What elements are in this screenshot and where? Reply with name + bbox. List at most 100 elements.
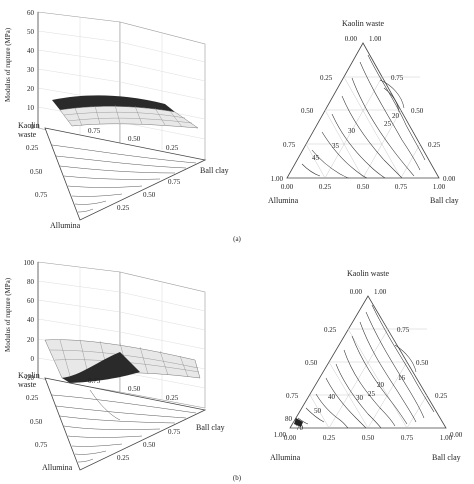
panel-a-left-tick-075: 0.75 bbox=[35, 191, 48, 199]
panel-b-contour-label-80: 80 bbox=[285, 415, 293, 423]
panel-a-z-axis-label: Modulus of rupture (MPa) bbox=[4, 27, 12, 102]
panel-a-ternary-apex-left: 0.00 bbox=[345, 35, 358, 43]
panel-b-floor-contours bbox=[51, 389, 197, 463]
panel-a-ballclay-label: Ball clay bbox=[200, 166, 229, 175]
panel-b-contour-label-70: 70 bbox=[296, 424, 304, 432]
panel-a-ternary-allumina-label: Allumina bbox=[268, 196, 299, 205]
panel-a-left-tick-050: 0.50 bbox=[30, 168, 43, 176]
panel-a-top-tick-025: 0.25 bbox=[166, 144, 179, 152]
panel-b-caption: (b) bbox=[233, 474, 242, 482]
panel-a-right-tick-025: 0.25 bbox=[117, 204, 130, 212]
panel-b-ternary-left-tick-025: 0.25 bbox=[324, 326, 337, 334]
panel-a-top-tick-050: 0.50 bbox=[128, 135, 141, 143]
panel-b-right-tick-025: 0.25 bbox=[117, 454, 130, 462]
panel-b-ternary-dark-corner bbox=[294, 418, 303, 427]
panel-a-ternary-apex-right: 1.00 bbox=[369, 35, 382, 43]
panel-b-ternary-top-label: Kaolin waste bbox=[347, 269, 389, 278]
panel-b-z-tick-0: 0 bbox=[31, 355, 35, 363]
panel-a-surface-plot: 60 50 40 30 20 10 0 Modulus of rupture (… bbox=[4, 9, 229, 230]
panel-b-ternary-right-tick-025: 0.25 bbox=[435, 392, 448, 400]
panel-a-contour-label-35: 35 bbox=[332, 142, 340, 150]
panel-a-ternary-bottom-tick-050: 0.50 bbox=[357, 183, 370, 191]
panel-a-z-tick-20: 20 bbox=[27, 85, 35, 93]
panel-b-z-tick-40: 40 bbox=[27, 316, 35, 324]
panel-a-contour-label-45: 45 bbox=[312, 154, 320, 162]
panel-b-z-tick-neg20: -20 bbox=[25, 374, 35, 382]
panel-a-ternary-bottom-tick-075: 0.75 bbox=[395, 183, 408, 191]
panel-b-ternary-right-tick-050: 0.50 bbox=[416, 359, 429, 367]
panel-b-ternary-bottom-tick-000: 0.00 bbox=[284, 434, 297, 442]
panel-a-z-tick-60: 60 bbox=[27, 9, 35, 17]
panel-a-z-tick-50: 50 bbox=[27, 28, 35, 36]
panel-a-left-tick-025: 0.25 bbox=[26, 144, 39, 152]
panel-b-right-tick-075: 0.75 bbox=[168, 428, 181, 436]
panel-b-contour-label-25: 25 bbox=[368, 390, 376, 398]
panel-a-contour-label-25: 25 bbox=[384, 120, 392, 128]
panel-b-ternary-plot: Kaolin waste 0.00 1.00 0.25 0.50 0.75 0.… bbox=[270, 269, 463, 462]
panel-a-right-tick-050: 0.50 bbox=[143, 191, 156, 199]
panel-a-ternary-ballclay-label: Ball clay bbox=[430, 196, 459, 205]
panel-a-ternary-contours bbox=[301, 54, 426, 179]
panel-a-ternary-left-tick-050: 0.50 bbox=[301, 107, 314, 115]
panel-b-z-tick-20: 20 bbox=[27, 336, 35, 344]
panel-b-ternary-ballclay-label: Ball clay bbox=[432, 453, 461, 462]
panel-b-contour-label-16: 16 bbox=[398, 374, 406, 382]
panel-b-ternary-bottom-tick-100: 1.00 bbox=[440, 434, 453, 442]
panel-b-ballclay-label: Ball clay bbox=[196, 423, 225, 432]
panel-a-z-tick-40: 40 bbox=[27, 47, 35, 55]
panel-a-allumina-label: Allumina bbox=[50, 221, 81, 230]
panel-b-contour-label-20: 20 bbox=[377, 381, 385, 389]
panel-b-surface-dark bbox=[62, 352, 140, 383]
panel-b-z-tick-100: 100 bbox=[24, 259, 35, 267]
panel-a-ternary-left-tick-025: 0.25 bbox=[320, 74, 333, 82]
panel-a-ternary-plot: Kaolin waste 0.00 1.00 0.25 0.50 0.75 0.… bbox=[268, 19, 459, 205]
panel-b-allumina-label: Allumina bbox=[42, 463, 73, 472]
panel-a-top-tick-075: 0.75 bbox=[88, 127, 101, 135]
panel-a-contour-label-30: 30 bbox=[348, 127, 356, 135]
panel-a-ternary-bottom-tick-000: 0.00 bbox=[281, 183, 294, 191]
panel-b-ternary-grid bbox=[309, 328, 428, 429]
panel-a-ternary-right-tick-075: 0.75 bbox=[391, 74, 404, 82]
panel-a-ternary-left-tick-075: 0.75 bbox=[283, 141, 296, 149]
panel-b-left-tick-050: 0.50 bbox=[30, 418, 43, 426]
panel-b-top-tick-075: 0.75 bbox=[88, 377, 101, 385]
panel-a-ternary-bottom-tick-100: 1.00 bbox=[433, 183, 446, 191]
panel-b-left-tick-075: 0.75 bbox=[35, 441, 48, 449]
panel-b-ternary-allumina-label: Allumina bbox=[270, 453, 301, 462]
panel-a-ternary-right-tick-050: 0.50 bbox=[411, 107, 424, 115]
panel-b-right-tick-050: 0.50 bbox=[143, 441, 156, 449]
panel-a-contour-label-20: 20 bbox=[392, 112, 400, 120]
panel-a-mesh-lines bbox=[63, 104, 193, 128]
panel-a-kaolin-label-1: Kaolin bbox=[18, 121, 40, 130]
panel-a-right-tick-075: 0.75 bbox=[168, 178, 181, 186]
panel-b-kaolin-label-2: waste bbox=[18, 380, 37, 389]
panel-a-ternary-top-label: Kaolin waste bbox=[342, 19, 384, 28]
panel-b-ternary-bl-corner: 1.00 bbox=[274, 431, 287, 439]
panel-b-z-tick-80: 80 bbox=[27, 278, 35, 286]
panel-b-top-tick-025: 0.25 bbox=[166, 394, 179, 402]
panel-b-z-tick-60: 60 bbox=[27, 297, 35, 305]
panel-b-ternary-bottom-tick-050: 0.50 bbox=[362, 434, 375, 442]
panel-a-floor-triangle bbox=[44, 127, 207, 221]
panel-b-ternary-left-tick-050: 0.50 bbox=[305, 359, 318, 367]
panel-b-ternary-br-corner: 0.00 bbox=[450, 431, 463, 439]
panel-a-z-tick-0: 0 bbox=[31, 123, 35, 131]
panel-a-kaolin-label-2: waste bbox=[18, 130, 37, 139]
panel-b-top-tick-050: 0.50 bbox=[128, 385, 141, 393]
panel-b-left-tick-025: 0.25 bbox=[26, 394, 39, 402]
panel-b-contour-label-40: 40 bbox=[328, 393, 336, 401]
panel-b-ternary-right-tick-075: 0.75 bbox=[397, 326, 410, 334]
panel-b-contour-label-50: 50 bbox=[314, 407, 322, 415]
panel-b-surface-plot: 100 80 60 40 20 0 -20 Modulus of rupture… bbox=[4, 259, 225, 472]
panel-b-ternary-bottom-tick-025: 0.25 bbox=[323, 434, 336, 442]
panel-b-contour-label-30: 30 bbox=[356, 394, 364, 402]
panel-b-floor-triangle bbox=[44, 377, 207, 471]
panel-a-z-tick-30: 30 bbox=[27, 66, 35, 74]
panel-a-ternary-grid bbox=[305, 76, 421, 179]
panel-a-floor-contours bbox=[51, 144, 197, 213]
panel-a-caption: (a) bbox=[233, 235, 241, 243]
panel-a-z-tick-10: 10 bbox=[27, 104, 35, 112]
panel-b-ternary-bottom-tick-075: 0.75 bbox=[401, 434, 414, 442]
panel-b-mesh-lines bbox=[49, 339, 200, 378]
